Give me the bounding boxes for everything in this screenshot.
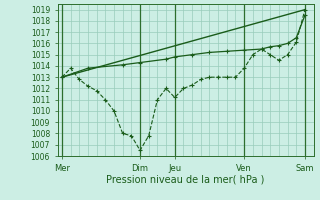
X-axis label: Pression niveau de la mer( hPa ): Pression niveau de la mer( hPa ) bbox=[107, 174, 265, 184]
